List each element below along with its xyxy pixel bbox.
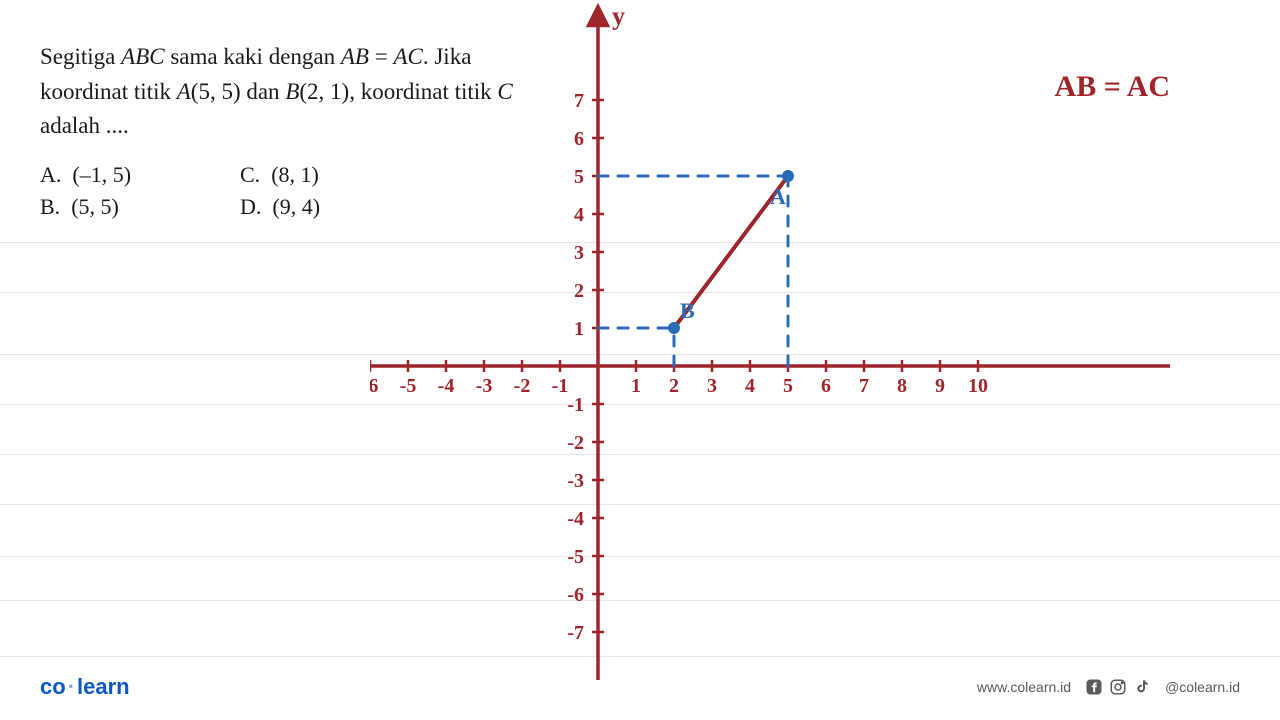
option-c-text: (8, 1) bbox=[271, 162, 319, 187]
svg-text:-4: -4 bbox=[438, 375, 455, 397]
logo-dot: · bbox=[68, 674, 75, 699]
option-a: A. (–1, 5) bbox=[40, 162, 240, 188]
svg-text:1: 1 bbox=[631, 375, 641, 397]
option-b: B. (5, 5) bbox=[40, 194, 240, 220]
svg-text:10: 10 bbox=[968, 375, 988, 397]
facebook-icon bbox=[1085, 678, 1103, 696]
logo-post: learn bbox=[77, 674, 130, 699]
svg-text:3: 3 bbox=[707, 375, 717, 397]
footer: co·learn www.colearn.id @colearn.id bbox=[0, 672, 1280, 702]
logo-pre: co bbox=[40, 674, 66, 699]
svg-text:B: B bbox=[680, 298, 695, 323]
svg-text:6: 6 bbox=[821, 375, 831, 397]
svg-text:6: 6 bbox=[574, 128, 584, 150]
logo: co·learn bbox=[40, 674, 130, 700]
svg-text:4: 4 bbox=[574, 204, 584, 226]
svg-text:2: 2 bbox=[669, 375, 679, 397]
option-d-text: (9, 4) bbox=[272, 194, 320, 219]
svg-text:9: 9 bbox=[935, 375, 945, 397]
svg-text:5: 5 bbox=[574, 166, 584, 188]
footer-url: www.colearn.id bbox=[977, 679, 1071, 695]
svg-text:-2: -2 bbox=[514, 375, 531, 397]
instagram-icon bbox=[1109, 678, 1127, 696]
svg-text:-5: -5 bbox=[400, 375, 417, 397]
svg-text:1: 1 bbox=[574, 318, 584, 340]
svg-text:-5: -5 bbox=[567, 546, 584, 568]
question-stem: Segitiga ABC sama kaki dengan AB = AC. J… bbox=[40, 40, 540, 144]
svg-text:7: 7 bbox=[859, 375, 869, 397]
option-d: D. (9, 4) bbox=[240, 194, 440, 220]
option-a-text: (–1, 5) bbox=[72, 162, 131, 187]
svg-text:-3: -3 bbox=[567, 470, 584, 492]
svg-text:3: 3 bbox=[574, 242, 584, 264]
svg-text:-3: -3 bbox=[476, 375, 493, 397]
svg-text:7: 7 bbox=[574, 90, 584, 112]
svg-text:-1: -1 bbox=[552, 375, 569, 397]
svg-text:5: 5 bbox=[783, 375, 793, 397]
svg-text:-2: -2 bbox=[567, 432, 584, 454]
svg-text:4: 4 bbox=[745, 375, 755, 397]
option-c: C. (8, 1) bbox=[240, 162, 440, 188]
footer-right: www.colearn.id @colearn.id bbox=[977, 678, 1240, 696]
svg-text:-7: -7 bbox=[567, 622, 584, 644]
svg-text:-1: -1 bbox=[567, 394, 584, 416]
svg-text:-6: -6 bbox=[567, 584, 584, 606]
footer-handle: @colearn.id bbox=[1165, 679, 1240, 695]
svg-text:2: 2 bbox=[574, 280, 584, 302]
question-block: Segitiga ABC sama kaki dengan AB = AC. J… bbox=[40, 40, 540, 220]
svg-text:y: y bbox=[612, 1, 625, 30]
social-icons bbox=[1085, 678, 1151, 696]
tiktok-icon bbox=[1133, 678, 1151, 696]
svg-text:-6: -6 bbox=[370, 375, 378, 397]
handwritten-annotation: AB = AC bbox=[1055, 70, 1170, 104]
svg-text:8: 8 bbox=[897, 375, 907, 397]
option-b-text: (5, 5) bbox=[71, 194, 119, 219]
options-grid: A. (–1, 5) C. (8, 1) B. (5, 5) D. (9, 4) bbox=[40, 162, 540, 220]
svg-text:-4: -4 bbox=[567, 508, 584, 530]
svg-text:A: A bbox=[770, 184, 786, 209]
